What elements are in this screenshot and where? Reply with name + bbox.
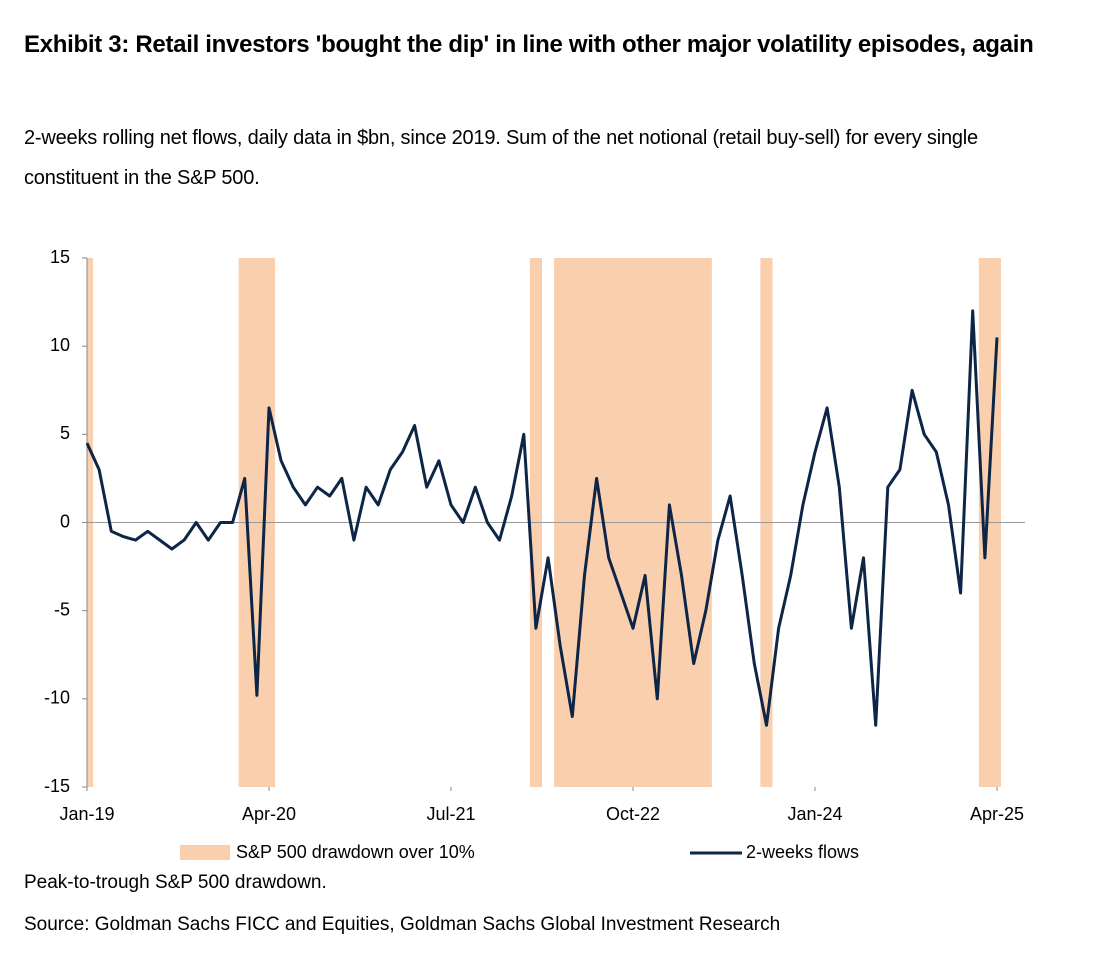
x-tick-label: Jan-24 [787,804,842,824]
y-tick-label: -15 [44,776,70,796]
y-tick-label: 10 [50,335,70,355]
chart-source: Source: Goldman Sachs FICC and Equities,… [24,914,781,935]
x-tick-label: Oct-22 [606,804,660,824]
legend-label: 2-weeks flows [746,842,859,862]
y-tick-label: -10 [44,688,70,708]
chart-note: Peak-to-trough S&P 500 drawdown. [24,872,327,893]
legend-label: S&P 500 drawdown over 10% [236,842,475,862]
y-tick-label: -5 [54,599,70,619]
legend-swatch [180,845,230,860]
flow-line [85,309,999,727]
y-tick-label: 5 [60,423,70,443]
x-tick-label: Apr-25 [970,804,1024,824]
x-tick-label: Apr-20 [242,804,296,824]
y-tick-label: 0 [60,511,70,531]
chart-subtitle: 2-weeks rolling net flows, daily data in… [24,127,978,189]
x-tick-label: Jan-19 [59,804,114,824]
x-tick-label: Jul-21 [426,804,475,824]
chart-title: Exhibit 3: Retail investors 'bought the … [24,31,1034,58]
y-tick-label: 15 [50,247,70,267]
